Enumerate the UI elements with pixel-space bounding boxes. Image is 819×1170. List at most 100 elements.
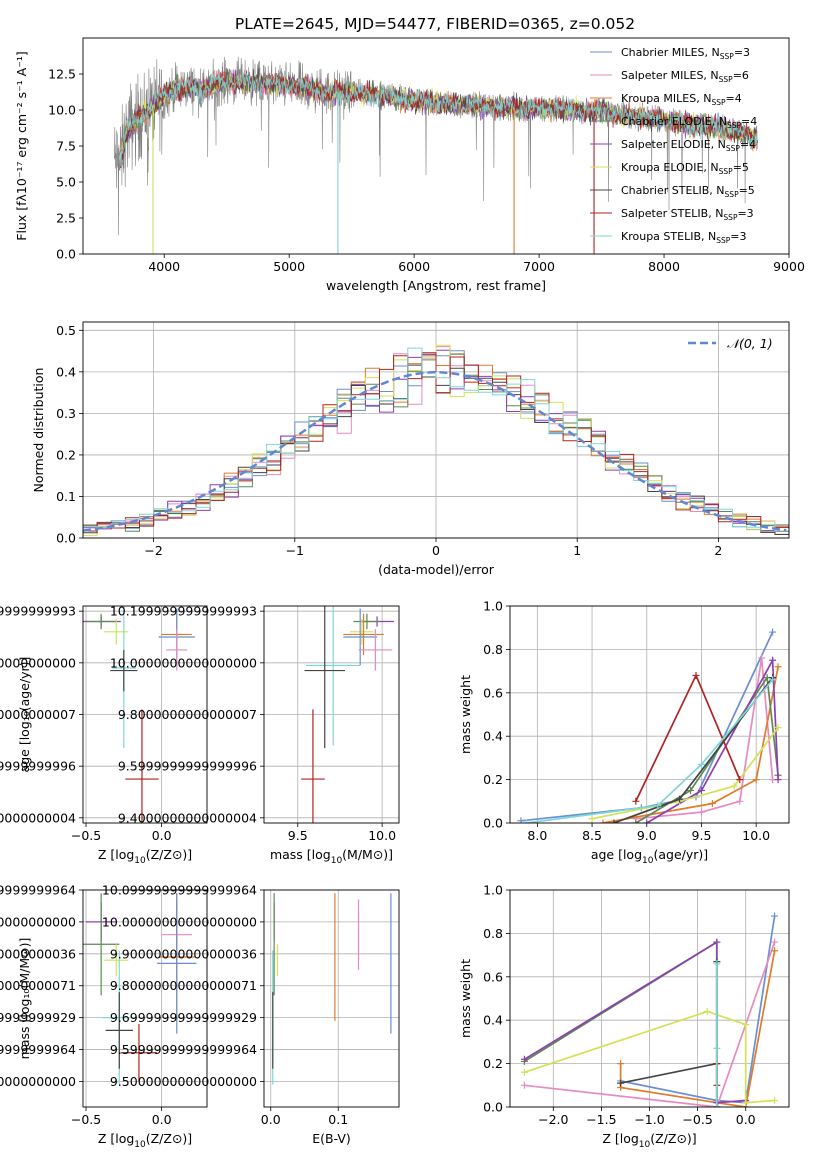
plus-marker (588, 815, 596, 823)
y-tick-label: 9.69999999999999929 (110, 1010, 257, 1025)
y-tick-label: 10.1999999999999993 (110, 604, 257, 619)
errorbar-point (350, 618, 374, 645)
axes-frame (263, 889, 400, 1108)
plus-marker (697, 808, 705, 816)
plus-marker (742, 1099, 750, 1107)
y-tick-label: 10.1999999999999993 (0, 604, 76, 619)
plus-marker (520, 1055, 528, 1063)
x-tick-label: 0.0 (152, 1112, 172, 1127)
y-tick-label: 10.09999999999999964 (0, 883, 76, 898)
y-tick-label: 9.5999999999999996 (118, 759, 257, 774)
errorbar-point (358, 629, 393, 671)
plus-marker (599, 819, 607, 823)
y-tick-label: 2.5 (56, 211, 76, 226)
legend-entry: Chabrier ELODIE, NSSP=4 (621, 115, 757, 130)
legend-entry: Kroupa STELIB, NSSP=3 (621, 230, 746, 245)
mass-weight-series-line (524, 941, 776, 1107)
y-tick-label: 0.2 (56, 447, 76, 462)
mass-weight-series-line (591, 726, 779, 820)
errorbar-point (157, 893, 197, 1034)
mass_weight_vs_age-axes: 8.0 8.5 9.0 9.5 10.0 0.0 0.2 0.4 0.6 0.8 1.0 (483, 599, 789, 843)
y-tick-label: 0.4 (56, 364, 76, 379)
x-tick-label: 2 (714, 543, 722, 558)
errorbar-point (304, 606, 345, 749)
y-tick-label: 9.80000000000000071 (110, 978, 257, 993)
histogram-plot-area (83, 344, 789, 537)
x-axis-label: Z [log10(Z/Z⊙)] (602, 1131, 696, 1150)
x-tick-label: 7000 (523, 259, 555, 274)
x-tick-label: −1 (286, 543, 304, 558)
y-tick-label: 0.4 (483, 1013, 503, 1028)
y-tick-label: 9.4000000000000004 (118, 810, 257, 825)
axes-frame (263, 605, 400, 824)
spectrum-plot-area (113, 56, 758, 254)
errorbar-point (306, 606, 361, 746)
x-tick-label: 1 (573, 543, 581, 558)
x-tick-label: 9000 (773, 259, 805, 274)
plus-marker (517, 817, 525, 823)
plus-marker (752, 776, 760, 784)
errorbar-point (86, 613, 117, 630)
x-tick-label: 9.5 (288, 828, 308, 843)
y-tick-label: 0.2 (483, 772, 503, 787)
errorbar-point (343, 608, 378, 666)
y-tick-label: 0.5 (56, 323, 76, 338)
model-spectrum-line (118, 71, 758, 167)
x-axis-label: Z [log10(Z/Z⊙)] (98, 1131, 192, 1150)
y-tick-label: 0.6 (483, 969, 503, 984)
x-axis-label: (data-model)/error (378, 562, 495, 577)
y-tick-label: 9.50000000000000000 (110, 1074, 257, 1089)
age_vs_mass-plot-area (301, 606, 394, 823)
legend-entry: Kroupa MILES, NSSP=4 (621, 92, 742, 107)
x-tick-label: 9.5 (692, 828, 712, 843)
plus-marker (632, 819, 640, 823)
spectrum-axes: 4000 5000 6000 7000 8000 9000 0.0 2.5 5.0 7.5 10.0… (48, 67, 805, 275)
mass_vs_Z-axes: −0.5 0.0 9.50000000000000000 9.599999999999… (0, 883, 207, 1127)
plus-marker (736, 776, 744, 784)
spectrum-legend: Chabrier MILES, NSSP=3 Salpeter MILES, NS… (590, 46, 757, 245)
mass-weight-series-line (526, 679, 774, 823)
x-tick-label: 0.0 (736, 1112, 756, 1127)
axes-frame (82, 889, 208, 1108)
errorbar-point (166, 629, 188, 671)
y-tick-label: 10.00000000000000000 (102, 914, 257, 929)
plus-marker (713, 938, 721, 946)
y-tick-label: 9.80000000000000071 (0, 978, 76, 993)
age_vs_mass-axes: 9.5 10.0 9.4000000000000004 9.5999999999999… (110, 604, 399, 843)
histogram-step-line (83, 352, 789, 533)
axes-frame (82, 321, 790, 539)
errorbar-point (353, 613, 381, 630)
y-axis-label: mass weight (458, 675, 473, 754)
mass-weight-series-line (620, 961, 718, 1107)
plus-marker (520, 1081, 528, 1089)
plus-marker (758, 654, 766, 662)
plus-marker (769, 656, 777, 664)
y-axis-label: mass weight (458, 959, 473, 1038)
plus-marker (771, 1096, 779, 1104)
x-tick-label: 0.0 (152, 828, 172, 843)
y-tick-label: 9.59999999999999964 (110, 1042, 257, 1057)
x-tick-label: 0 (432, 543, 440, 558)
plus-marker (774, 663, 782, 671)
y-tick-label: 0.6 (483, 685, 503, 700)
mass_vs_Z-plot-area (83, 893, 197, 1085)
y-tick-label: 7.5 (56, 139, 76, 154)
x-tick-label: −0.5 (682, 1112, 712, 1127)
errorbar-point (83, 893, 120, 996)
plus-marker (697, 760, 705, 768)
legend-entry: Kroupa ELODIE, NSSP=5 (621, 161, 749, 176)
plus-marker (632, 797, 640, 805)
plus-marker (742, 1021, 750, 1029)
y-tick-label: 1.0 (483, 883, 503, 898)
y-tick-label: 0.2 (483, 1056, 503, 1071)
errorbar-point (120, 1024, 158, 1082)
plus-marker (713, 1044, 721, 1052)
y-tick-label: 0.0 (56, 247, 76, 262)
plus-marker (708, 799, 716, 807)
plus-marker (617, 1079, 625, 1087)
y-tick-label: 10.0 (48, 103, 76, 118)
mass-weight-series-line (523, 940, 746, 1104)
plus-marker (713, 1103, 721, 1107)
errorbar-point (125, 709, 159, 823)
